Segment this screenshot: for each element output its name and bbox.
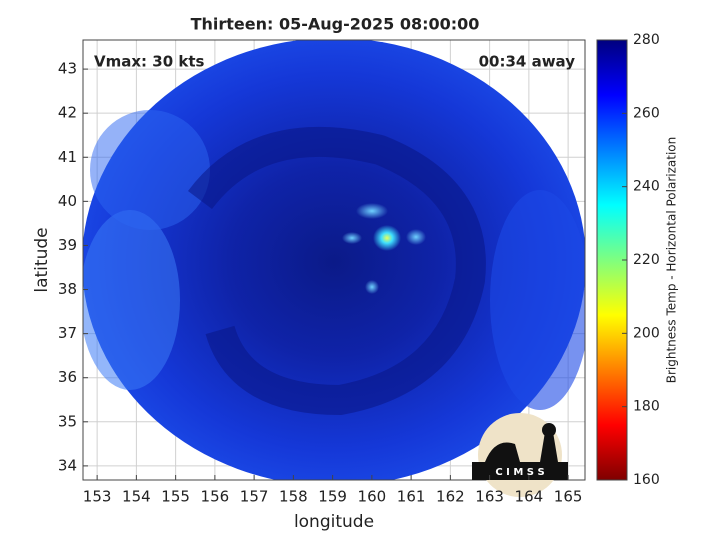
x-tick-label: 153 [83,488,112,506]
logo-text: C I M S S [495,467,544,478]
x-tick-label: 161 [397,488,426,506]
y-tick-label: 43 [58,60,77,78]
x-tick-label: 157 [240,488,269,506]
y-tick-label: 39 [58,236,77,254]
x-tick-label: 160 [358,488,387,506]
colorbar-label: Brightness Temp - Horizontal Polarizatio… [665,137,679,384]
y-tick-label: 34 [58,456,77,474]
title: Thirteen: 05-Aug-2025 08:00:00 [191,15,480,34]
away-label: 00:34 away [479,53,576,71]
x-tick-label: 155 [161,488,190,506]
x-tick-label: 159 [318,488,347,506]
colorbar-tick-label: 260 [633,105,660,121]
y-axis-label: latitude [32,227,52,292]
colorbar-tick-label: 240 [633,179,660,195]
y-tick-label: 40 [58,192,77,210]
x-tick-label: 165 [554,488,583,506]
vmax-label: Vmax: 30 kts [94,53,204,71]
x-tick-label: 164 [515,488,544,506]
y-tick-label: 38 [58,280,77,298]
colorbar-tick-label: 160 [633,472,660,488]
plot-frame [82,39,586,481]
colorbar-tick-label: 220 [633,252,660,268]
colorbar-tick-label: 280 [633,32,660,48]
x-tick-label: 162 [436,488,465,506]
colorbar-tick-label: 200 [633,325,660,341]
satellite-image [83,40,585,480]
colorbar-tick-label: 180 [633,399,660,415]
logo: C I M S S [472,413,568,497]
y-tick-label: 42 [58,104,77,122]
x-axis-label: longitude [294,512,374,532]
x-tick-label: 156 [201,488,230,506]
y-tick-label: 41 [58,148,77,166]
x-tick-label: 154 [122,488,151,506]
y-tick-label: 37 [58,324,77,342]
x-tick-label: 158 [279,488,308,506]
y-tick-label: 35 [58,412,77,430]
y-tick-label: 36 [58,368,77,386]
x-tick-label: 163 [475,488,504,506]
